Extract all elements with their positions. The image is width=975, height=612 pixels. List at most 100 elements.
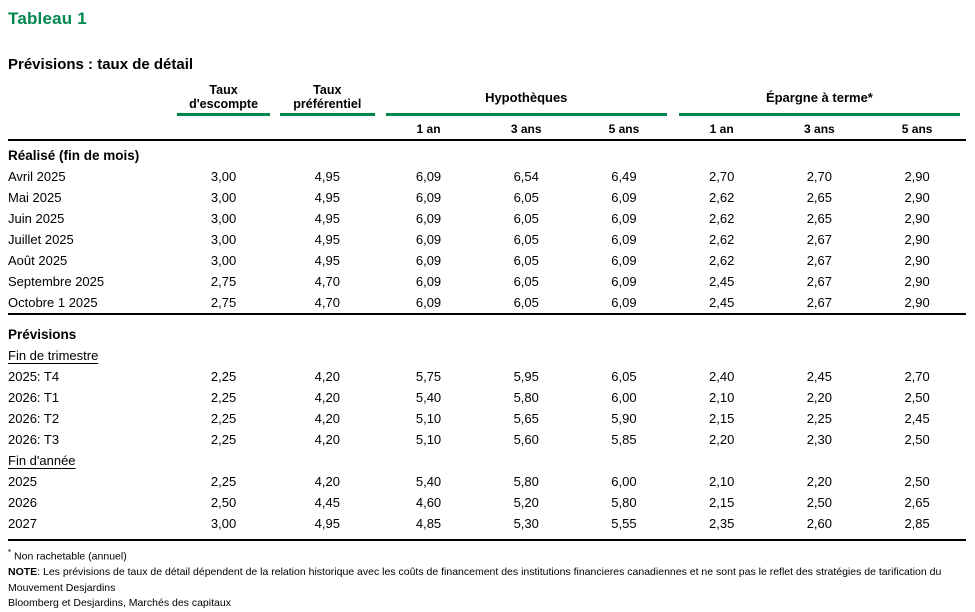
rate-cell: 6,09 [611, 253, 637, 268]
rate-cell: 5,30 [513, 516, 539, 531]
rate-cell: 2,90 [904, 295, 930, 310]
retail-rates-table: Taux d'escompte Taux préférentiel Hypoth… [8, 76, 966, 541]
row-label: Août 2025 [8, 253, 68, 268]
page-title: Tableau 1 [8, 9, 87, 28]
rate-cell: 4,20 [314, 369, 340, 384]
rate-cell: 2,67 [806, 232, 833, 247]
rate-cell: 6,09 [611, 190, 637, 205]
rate-cell: 2,45 [709, 295, 735, 310]
rate-cell: 3,00 [210, 190, 237, 205]
rate-cell: 4,85 [415, 516, 442, 531]
rate-cell: 2,35 [709, 516, 735, 531]
rate-cell: 2,75 [210, 295, 237, 310]
rate-cell: 6,05 [513, 211, 539, 226]
rate-cell: 2,65 [904, 495, 930, 510]
rate-cell: 5,10 [415, 432, 442, 447]
col-header-line: préférentiel [293, 97, 362, 111]
row-label: 2025: T4 [8, 369, 60, 384]
rate-cell: 4,70 [314, 295, 340, 310]
rate-cell: 6,09 [415, 295, 442, 310]
rate-cell: 6,09 [415, 211, 442, 226]
table-row: 2026: T2 2,25 4,20 5,10 5,65 5,90 2,15 2,25 2,45 [8, 408, 966, 429]
subheading-row: Fin d'année [8, 450, 966, 471]
section-heading: Prévisions [8, 313, 966, 345]
rate-cell: 4,95 [314, 516, 340, 531]
rate-cell: 6,05 [513, 274, 539, 289]
table-row: Août 2025 3,00 4,95 6,09 6,05 6,09 2,62 2,67 2,9… [8, 250, 966, 271]
rate-cell: 4,20 [314, 390, 340, 405]
note-footnote: NOTE: Les prévisions de taux de détail d… [8, 565, 966, 596]
row-label: 2025 [8, 474, 37, 489]
rate-cell: 3,00 [210, 169, 237, 184]
table-row: Octobre 1 2025 2,75 4,70 6,09 6,05 6,09 2,45 2,… [8, 292, 966, 314]
rate-cell: 3,00 [210, 211, 237, 226]
rate-cell: 4,45 [314, 495, 340, 510]
rate-cell: 2,25 [210, 369, 237, 384]
rate-cell: 5,20 [513, 495, 539, 510]
subcol-header-savings-5y: 5 ans [868, 116, 966, 141]
rate-cell: 4,20 [314, 411, 340, 426]
rate-cell: 2,70 [806, 169, 833, 184]
rate-cell: 2,50 [904, 474, 930, 489]
table-row: 2026: T1 2,25 4,20 5,40 5,80 6,00 2,10 2,20 2,50 [8, 387, 966, 408]
rate-cell: 2,90 [904, 274, 930, 289]
rate-cell: 6,09 [415, 169, 442, 184]
table-body: Réalisé (fin de mois) Avril 2025 3,00 4,95 6… [8, 140, 966, 540]
subcolumn-header-row: 1 an 3 ans 5 ans 1 an 3 ans 5 ans [8, 116, 966, 141]
rate-cell: 4,95 [314, 190, 340, 205]
group-label: Épargne à terme* [765, 90, 873, 105]
rate-cell: 6,09 [415, 190, 442, 205]
rate-cell: 3,00 [210, 516, 237, 531]
row-label: Mai 2025 [8, 190, 62, 205]
rate-cell: 5,80 [513, 390, 539, 405]
section-heading-row: Réalisé (fin de mois) [8, 140, 966, 166]
rate-cell: 2,62 [709, 211, 735, 226]
rate-cell: 4,70 [314, 274, 340, 289]
rate-cell: 2,50 [904, 432, 930, 447]
rate-cell: 2,90 [904, 190, 930, 205]
col-group-mortgages: Hypothèques [380, 76, 673, 116]
rate-cell: 4,20 [314, 432, 340, 447]
rate-cell: 6,05 [513, 232, 539, 247]
row-label: Octobre 1 2025 [8, 295, 98, 310]
col-header-line: Taux [313, 83, 342, 97]
rate-cell: 5,80 [611, 495, 637, 510]
table-row: Mai 2025 3,00 4,95 6,09 6,05 6,09 2,62 2,65 2,90 [8, 187, 966, 208]
table-row: 2025: T4 2,25 4,20 5,75 5,95 6,05 2,40 2,45 2,70 [8, 366, 966, 387]
rate-cell: 2,50 [210, 495, 237, 510]
rate-cell: 4,95 [314, 211, 340, 226]
rate-cell: 6,09 [611, 211, 637, 226]
subcol-header-mortgage-3y: 3 ans [477, 116, 576, 141]
rate-cell: 5,90 [611, 411, 637, 426]
footnotes: * Non rachetable (annuel) NOTE: Les prév… [8, 545, 966, 612]
row-label: Avril 2025 [8, 169, 66, 184]
rate-cell: 4,20 [314, 474, 340, 489]
table-row: Avril 2025 3,00 4,95 6,09 6,54 6,49 2,70 2,70 2,… [8, 166, 966, 187]
rate-cell: 6,05 [611, 369, 637, 384]
rate-cell: 6,09 [611, 274, 637, 289]
empty-header-cell [274, 116, 380, 141]
rate-cell: 2,10 [709, 474, 735, 489]
rate-cell: 2,20 [806, 390, 833, 405]
source-line: Bloomberg et Desjardins, Marchés des cap… [8, 597, 231, 609]
col-header-prime-rate: Taux préférentiel [275, 76, 380, 116]
section-heading: Réalisé (fin de mois) [8, 148, 140, 163]
rate-cell: 2,90 [904, 253, 930, 268]
rate-cell: 2,45 [904, 411, 930, 426]
row-label-header [8, 76, 172, 116]
rate-cell: 5,80 [513, 474, 539, 489]
rate-cell: 6,00 [611, 474, 637, 489]
rate-cell: 2,90 [904, 169, 930, 184]
rate-cell: 4,60 [415, 495, 442, 510]
rate-cell: 6,05 [513, 190, 539, 205]
rate-cell: 2,65 [806, 211, 833, 226]
section-heading-row: Prévisions [8, 313, 966, 345]
rate-cell: 2,67 [806, 295, 833, 310]
subsection-heading: Fin d'année [8, 453, 76, 468]
rate-cell: 2,70 [904, 369, 930, 384]
row-label: 2026: T3 [8, 432, 60, 447]
row-label: 2027 [8, 516, 37, 531]
empty-header-cell [8, 116, 173, 141]
rate-cell: 5,60 [513, 432, 539, 447]
